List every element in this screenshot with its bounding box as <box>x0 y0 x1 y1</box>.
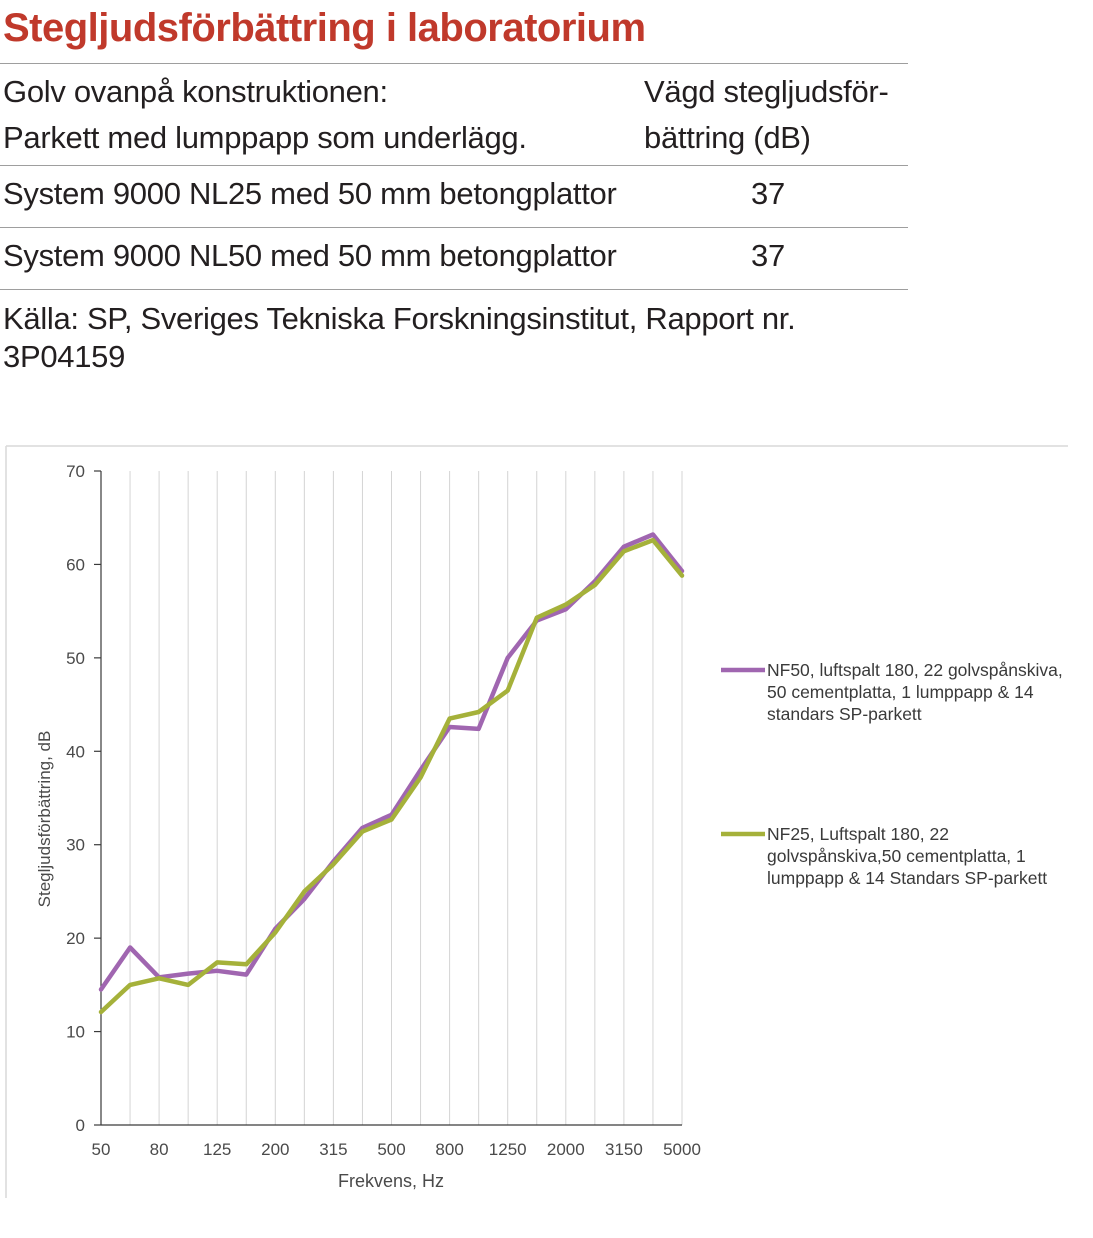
x-tick-label: 500 <box>377 1140 405 1159</box>
y-tick-labels: 0 10 20 30 40 50 60 70 <box>66 462 85 1135</box>
axes <box>94 470 682 1126</box>
y-tick-label: 20 <box>66 929 85 948</box>
x-tick-label: 1250 <box>489 1140 527 1159</box>
source-line2: 3P04159 <box>3 339 126 374</box>
y-tick-label: 70 <box>66 462 85 481</box>
y-tick-label: 50 <box>66 649 85 668</box>
y-tick-label: 30 <box>66 836 85 855</box>
legend-label: NF25, Luftspalt 180, 22 <box>767 824 949 844</box>
series-lines <box>98 532 685 1015</box>
y-tick-label: 0 <box>76 1116 85 1135</box>
legend-label: NF50, luftspalt 180, 22 golvspånskiva, <box>767 660 1063 680</box>
y-axis-label: Stegljudsförbättring, dB <box>35 731 54 908</box>
source-note: Källa: SP, Sveriges Tekniska Forskningsi… <box>3 300 903 376</box>
x-tick-labels: 50 80 125 200 315 500 800 1250 2000 3150 5000 <box>92 1140 701 1159</box>
x-tick-label: 200 <box>261 1140 289 1159</box>
series-line <box>98 537 685 1015</box>
y-tick-label: 40 <box>66 742 85 761</box>
table-row-system: System 9000 NL25 med 50 mm betongplattor <box>3 176 617 211</box>
header-right-line2: bättring (dB) <box>644 120 811 155</box>
legend: NF50, luftspalt 180, 22 golvspånskiva,50… <box>721 660 1063 888</box>
legend-label: standars SP-parkett <box>767 704 922 724</box>
x-tick-label: 80 <box>150 1140 169 1159</box>
rule-row2 <box>0 289 908 290</box>
y-tick-label: 10 <box>66 1023 85 1042</box>
table-row-value: 37 <box>751 238 785 273</box>
rule-header <box>0 165 908 166</box>
x-tick-label: 50 <box>92 1140 111 1159</box>
header-right-line1: Vägd stegljudsför- <box>644 74 889 109</box>
header-left-line2: Parkett med lumppapp som underlägg. <box>3 120 527 155</box>
grid-lines <box>129 471 683 1125</box>
legend-label: golvspånskiva,50 cementplatta, 1 <box>767 846 1026 866</box>
x-tick-label: 3150 <box>605 1140 643 1159</box>
header-left-line1: Golv ovanpå konstruktionen: <box>3 74 388 109</box>
table-row-system: System 9000 NL50 med 50 mm betongplattor <box>3 238 617 273</box>
x-tick-label: 800 <box>435 1140 463 1159</box>
source-line1: Källa: SP, Sveriges Tekniska Forskningsi… <box>3 301 796 336</box>
table-title: Stegljudsförbättring i laboratorium <box>3 6 646 50</box>
x-tick-label: 315 <box>319 1140 347 1159</box>
legend-label: 50 cementplatta, 1 lumppapp & 14 <box>767 682 1034 702</box>
line-chart: 0 10 20 30 40 50 60 70 50 80 125 200 315 500 800 1250 2… <box>5 445 1068 1198</box>
table-row-value: 37 <box>751 176 785 211</box>
legend-label: lumppapp & 14 Standars SP-parkett <box>767 868 1047 888</box>
x-tick-label: 5000 <box>663 1140 701 1159</box>
x-tick-label: 2000 <box>547 1140 585 1159</box>
rule-row1 <box>0 227 908 228</box>
x-tick-label: 125 <box>203 1140 231 1159</box>
rule-top <box>0 63 908 64</box>
x-axis-label: Frekvens, Hz <box>338 1171 444 1191</box>
y-tick-label: 60 <box>66 555 85 574</box>
